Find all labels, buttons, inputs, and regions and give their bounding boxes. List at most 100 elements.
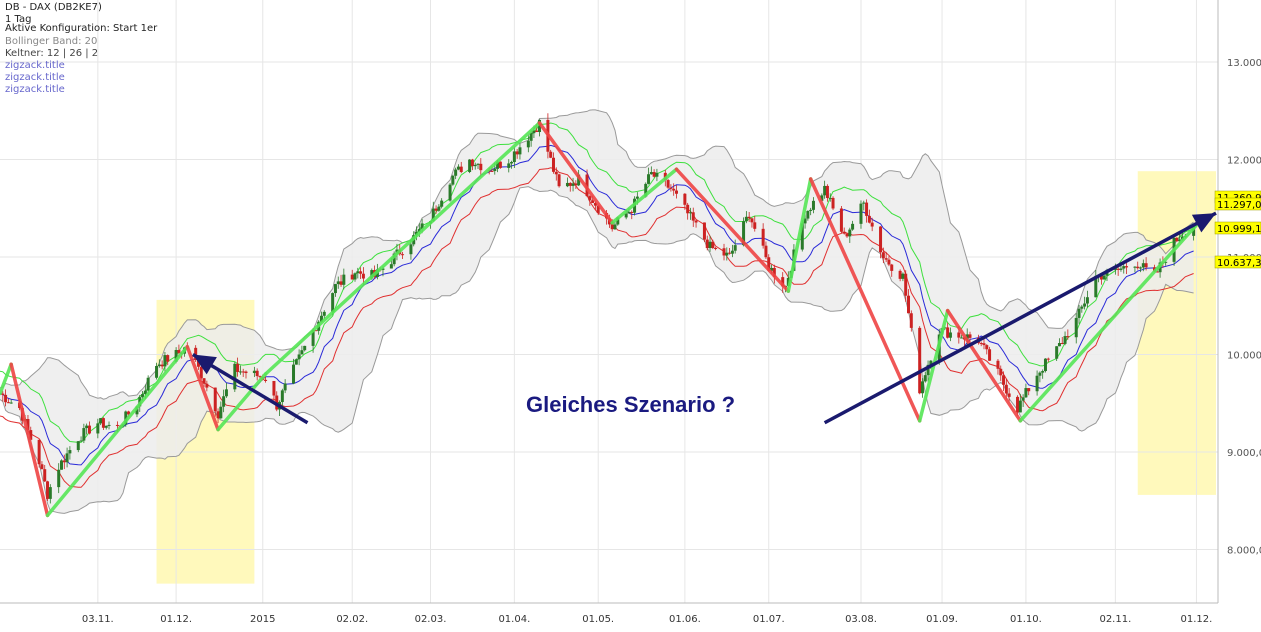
candle-body [29, 430, 33, 440]
candle-body [107, 424, 111, 426]
candle-body [146, 377, 150, 391]
candle-body [104, 425, 108, 428]
candle [479, 158, 483, 177]
candle-body [222, 396, 226, 407]
x-tick-label-1: 03.11. [82, 614, 114, 625]
candle-body [551, 157, 555, 172]
candle-body [630, 211, 634, 213]
zigzag-segment-6 [263, 121, 542, 376]
candle-body [1046, 358, 1050, 360]
candle-body [6, 402, 10, 404]
candle [901, 272, 905, 282]
candle-body [85, 425, 89, 429]
candle-body [199, 366, 203, 379]
candle-body [451, 175, 455, 185]
candle-body [725, 252, 729, 256]
candle [68, 446, 72, 460]
candle-body [473, 164, 477, 167]
candle [691, 207, 695, 227]
candle [303, 345, 307, 352]
candle [252, 366, 256, 378]
candle-body [571, 183, 575, 186]
candle-body [845, 233, 849, 237]
candle [101, 417, 105, 431]
candle [356, 267, 360, 279]
candle-body [865, 202, 869, 216]
y-tick-label-6: 8.000,0 [1227, 546, 1261, 557]
candle-body [236, 363, 240, 372]
candle-body [336, 281, 340, 285]
candle-body [141, 394, 145, 398]
candle-body [851, 223, 855, 230]
candle-body [59, 460, 63, 470]
candle-body [311, 330, 315, 346]
candle-body [965, 334, 969, 340]
candle-body [381, 268, 385, 270]
x-tick-label-13: 02.11. [1099, 614, 1131, 625]
candle [1046, 357, 1050, 363]
candle-body [46, 481, 50, 499]
candle [588, 195, 592, 206]
candle-body [241, 371, 245, 373]
zigzag-label-3: zigzack.title [5, 84, 65, 95]
candle [649, 166, 653, 175]
candle [1018, 393, 1022, 413]
candle-body [163, 355, 167, 367]
candle [85, 423, 89, 435]
candle-body [767, 257, 771, 271]
candle-body [510, 162, 514, 164]
candle [353, 272, 357, 282]
candle-body [1074, 317, 1078, 338]
candle [722, 243, 726, 261]
candle-body [683, 193, 687, 205]
interval-label: 1 Tag [5, 14, 32, 25]
candle-body [437, 206, 441, 211]
candle-body [591, 200, 595, 203]
candle-body [901, 273, 905, 279]
candle-body [764, 245, 768, 258]
candle [300, 345, 304, 355]
candle [585, 169, 589, 198]
candle-body [714, 248, 718, 250]
candle [1060, 336, 1064, 345]
candle-body [809, 209, 813, 211]
candle [238, 365, 242, 375]
candle-body [1113, 268, 1117, 270]
candle [806, 210, 810, 221]
candle-body [610, 224, 614, 230]
candle [213, 387, 217, 417]
candle-body [1021, 397, 1025, 401]
candle-body [319, 315, 323, 322]
x-tick-label-14: 01.12. [1181, 614, 1213, 625]
candle [568, 182, 572, 192]
candle-body [507, 163, 511, 168]
candle [923, 371, 927, 383]
candle-body [459, 166, 463, 173]
candle [747, 211, 751, 223]
candle [294, 358, 298, 365]
candle-body [918, 327, 922, 394]
candle [1085, 290, 1089, 308]
candle-body [666, 180, 670, 188]
candle-body [831, 197, 835, 209]
candle-body [672, 188, 676, 191]
candle [219, 401, 223, 419]
candle-body [613, 224, 617, 230]
candle-body [1004, 384, 1008, 394]
candle-body [823, 185, 827, 196]
candle-body [431, 208, 435, 222]
candle [999, 365, 1003, 381]
candle-body [828, 197, 832, 199]
candle-body [1024, 388, 1028, 398]
candle [297, 349, 301, 366]
candle-body [1133, 266, 1137, 268]
candle [166, 354, 170, 366]
candle [909, 310, 913, 332]
candle-body [923, 375, 927, 382]
bollinger-label: Bollinger Band: 20 [5, 36, 98, 47]
candle-body [859, 203, 863, 224]
candle-body [929, 360, 933, 365]
candle-body [166, 355, 170, 362]
candle [222, 389, 226, 413]
candle [1063, 331, 1067, 346]
